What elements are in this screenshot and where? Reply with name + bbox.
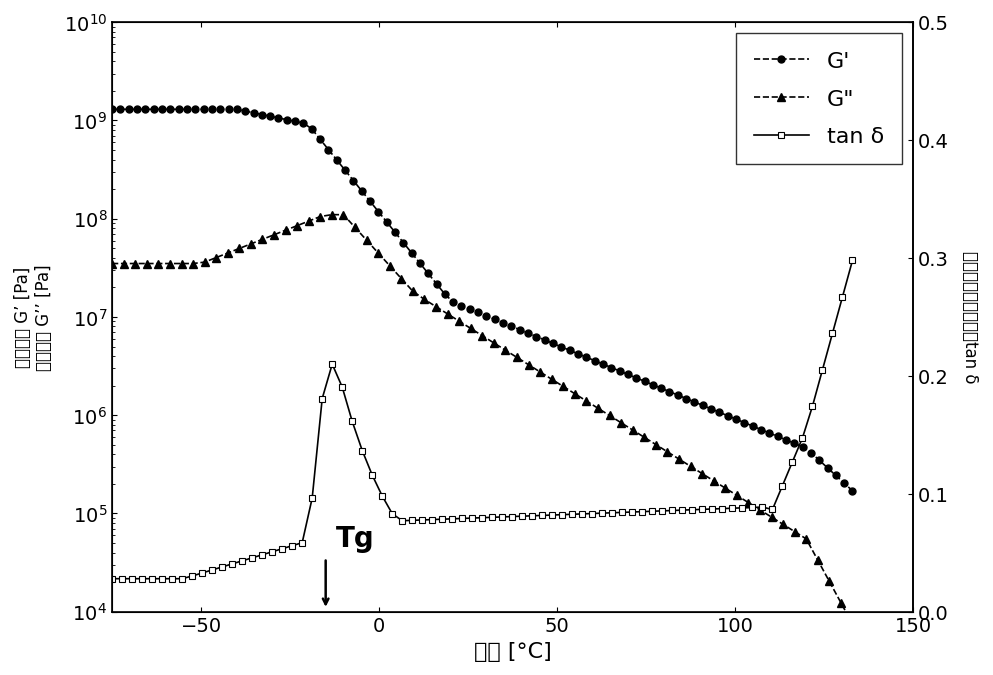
Y-axis label: 损耗因子（内耗）：tan δ: 损耗因子（内耗）：tan δ: [961, 251, 979, 383]
tan δ: [696, 506, 708, 514]
tan δ: [846, 256, 858, 265]
X-axis label: 温度 [°C]: 温度 [°C]: [474, 641, 551, 661]
G'': [106, 260, 118, 268]
G'': [430, 303, 442, 311]
G'': [754, 506, 766, 514]
tan δ: [106, 574, 118, 583]
Line: G': G': [108, 107, 856, 494]
G': [738, 418, 750, 427]
G'': [499, 346, 511, 354]
G'': [823, 577, 835, 585]
Line: tan δ: tan δ: [109, 258, 855, 582]
G': [722, 412, 734, 420]
tan δ: [767, 506, 779, 514]
tan δ: [666, 506, 678, 514]
Line: G'': G'': [108, 211, 856, 628]
G': [813, 456, 825, 464]
Legend: G', G", tan δ: G', G", tan δ: [736, 34, 902, 165]
G'': [280, 227, 292, 235]
G'': [326, 211, 338, 219]
Y-axis label: 储能模量 G’ [Pa]
损耗模量 G’’ [Pa]: 储能模量 G’ [Pa] 损耗模量 G’’ [Pa]: [14, 264, 53, 371]
G': [206, 106, 217, 114]
G': [622, 371, 634, 379]
tan δ: [686, 506, 698, 514]
tan δ: [716, 505, 728, 513]
tan δ: [166, 574, 178, 583]
G': [846, 487, 858, 495]
Text: Tg: Tg: [337, 525, 375, 553]
G': [106, 106, 118, 114]
G'': [846, 620, 858, 628]
G'': [338, 211, 350, 219]
G': [331, 156, 343, 164]
